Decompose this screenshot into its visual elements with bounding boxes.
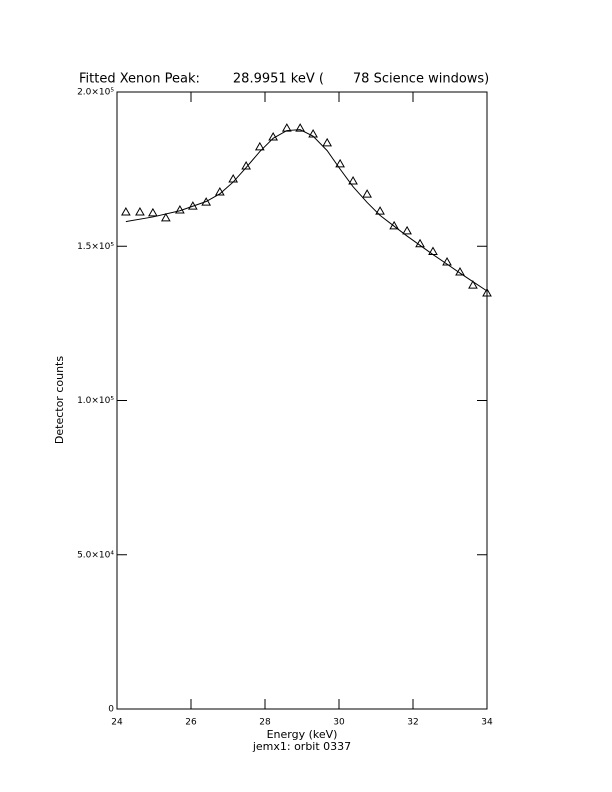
data-point <box>322 137 333 147</box>
y-tick-label: 2.0×10⁵ <box>77 88 114 98</box>
data-point <box>335 158 345 168</box>
y-tick-label: 5.0×10⁴ <box>77 550 114 560</box>
data-point <box>482 287 492 297</box>
data-point <box>362 189 372 198</box>
footnote: jemx1: orbit 0337 <box>252 740 351 753</box>
data-point <box>254 141 265 151</box>
data-point <box>348 175 358 185</box>
data-point <box>295 123 306 132</box>
x-tick-label: 32 <box>407 718 418 728</box>
x-tick-label: 24 <box>111 718 123 728</box>
x-tick-label: 26 <box>185 718 197 728</box>
data-point <box>268 132 279 141</box>
data-point <box>160 212 171 222</box>
data-point <box>389 220 399 230</box>
y-tick-label: 1.5×10⁵ <box>77 242 114 252</box>
data-point <box>468 280 478 289</box>
y-tick-label: 0 <box>108 705 114 715</box>
data-point <box>308 128 318 138</box>
data-point <box>442 256 452 266</box>
data-point <box>135 206 145 216</box>
y-axis-label: Detector counts <box>53 356 66 444</box>
data-point <box>375 206 385 215</box>
x-tick-label: 28 <box>259 718 271 728</box>
data-point <box>148 207 158 217</box>
y-tick-label: 1.0×10⁵ <box>77 396 114 406</box>
x-tick-label: 30 <box>333 718 345 728</box>
x-axis-label: Energy (keV) <box>267 728 338 741</box>
plot-frame <box>116 91 488 710</box>
data-point <box>121 206 131 216</box>
data-point <box>428 246 438 255</box>
fit-line <box>125 129 488 292</box>
data-point <box>201 197 212 206</box>
chart-title: Fitted Xenon Peak: 28.9951 keV ( 78 Scie… <box>79 72 489 87</box>
x-tick-label: 34 <box>481 718 493 728</box>
data-point <box>402 225 412 235</box>
data-point <box>175 204 185 214</box>
